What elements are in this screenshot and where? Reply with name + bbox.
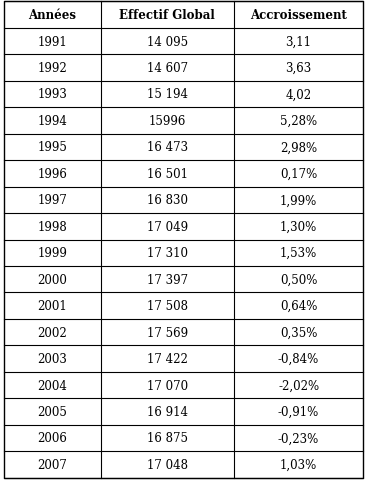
Text: 2002: 2002 xyxy=(37,326,67,339)
Text: 16 875: 16 875 xyxy=(147,432,188,444)
Text: 0,64%: 0,64% xyxy=(280,300,317,312)
Text: 2006: 2006 xyxy=(37,432,67,444)
Text: 17 049: 17 049 xyxy=(147,220,188,233)
Text: 1,30%: 1,30% xyxy=(280,220,317,233)
Text: 15996: 15996 xyxy=(149,115,186,128)
Text: 16 501: 16 501 xyxy=(147,168,188,180)
Text: 1994: 1994 xyxy=(37,115,67,128)
Text: 2004: 2004 xyxy=(37,379,67,392)
Text: 1998: 1998 xyxy=(37,220,67,233)
Text: -0,23%: -0,23% xyxy=(278,432,319,444)
Text: 1997: 1997 xyxy=(37,194,67,207)
Text: 17 422: 17 422 xyxy=(147,352,188,365)
Text: 1991: 1991 xyxy=(37,36,67,48)
Text: 2005: 2005 xyxy=(37,405,67,418)
Text: 3,63: 3,63 xyxy=(286,62,312,75)
Text: 16 830: 16 830 xyxy=(147,194,188,207)
Text: 16 914: 16 914 xyxy=(147,405,188,418)
Text: 2000: 2000 xyxy=(37,273,67,286)
Text: Accroissement: Accroissement xyxy=(250,9,347,22)
Text: Effectif Global: Effectif Global xyxy=(119,9,215,22)
Text: 17 397: 17 397 xyxy=(147,273,188,286)
Text: 1999: 1999 xyxy=(37,247,67,260)
Text: 2,98%: 2,98% xyxy=(280,141,317,154)
Text: 15 194: 15 194 xyxy=(147,88,188,101)
Text: 14 095: 14 095 xyxy=(147,36,188,48)
Text: 2003: 2003 xyxy=(37,352,67,365)
Text: 5,28%: 5,28% xyxy=(280,115,317,128)
Text: 1992: 1992 xyxy=(37,62,67,75)
Text: Années: Années xyxy=(28,9,76,22)
Text: 2001: 2001 xyxy=(37,300,67,312)
Text: 17 569: 17 569 xyxy=(147,326,188,339)
Text: 1,03%: 1,03% xyxy=(280,458,317,471)
Text: 17 508: 17 508 xyxy=(147,300,188,312)
Text: 17 048: 17 048 xyxy=(147,458,188,471)
Text: 1996: 1996 xyxy=(37,168,67,180)
Text: 17 310: 17 310 xyxy=(147,247,188,260)
Text: 1,99%: 1,99% xyxy=(280,194,317,207)
Text: -0,91%: -0,91% xyxy=(278,405,319,418)
Text: 1993: 1993 xyxy=(37,88,67,101)
Text: 0,50%: 0,50% xyxy=(280,273,317,286)
Text: 14 607: 14 607 xyxy=(147,62,188,75)
Text: 17 070: 17 070 xyxy=(147,379,188,392)
Text: 1,53%: 1,53% xyxy=(280,247,317,260)
Text: 2007: 2007 xyxy=(37,458,67,471)
Text: 1995: 1995 xyxy=(37,141,67,154)
Text: 0,35%: 0,35% xyxy=(280,326,317,339)
Text: 4,02: 4,02 xyxy=(286,88,312,101)
Text: 16 473: 16 473 xyxy=(147,141,188,154)
Text: 0,17%: 0,17% xyxy=(280,168,317,180)
Text: 3,11: 3,11 xyxy=(286,36,312,48)
Text: -0,84%: -0,84% xyxy=(278,352,319,365)
Text: -2,02%: -2,02% xyxy=(278,379,319,392)
